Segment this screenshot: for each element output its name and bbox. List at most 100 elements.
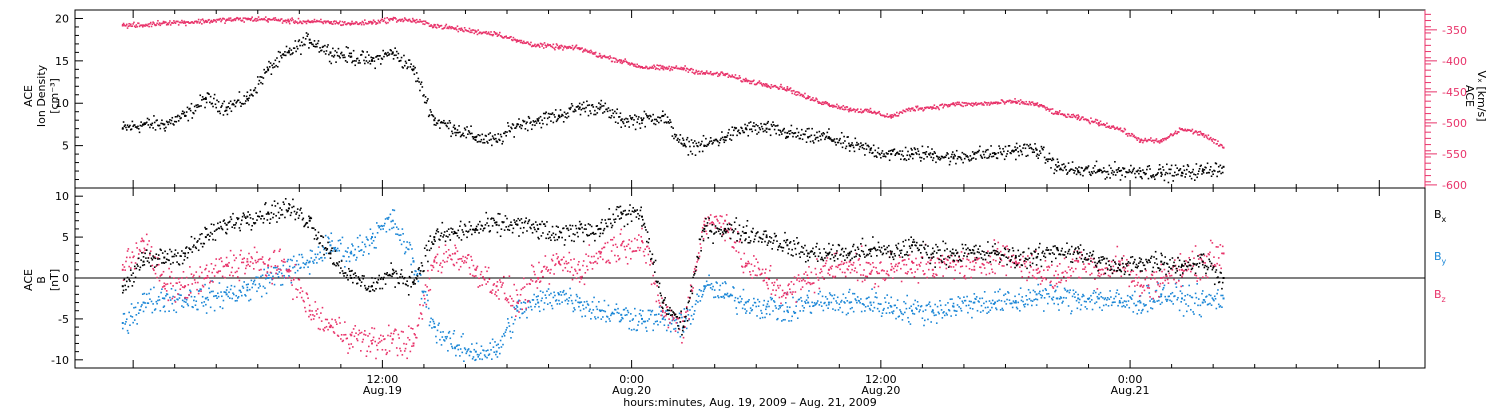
by-sample xyxy=(1031,304,1033,307)
density-sample xyxy=(601,105,603,107)
velocity-sample xyxy=(1158,140,1160,142)
bz-sample xyxy=(247,263,249,266)
density-sample xyxy=(167,123,170,126)
by-sample xyxy=(1043,297,1046,299)
density-sample xyxy=(966,155,968,157)
velocity-sample xyxy=(791,92,793,95)
velocity-sample xyxy=(208,18,210,21)
density-sample xyxy=(201,96,204,98)
density-sample xyxy=(316,42,319,45)
density-sample xyxy=(690,139,693,141)
by-point xyxy=(994,301,997,304)
bz-sample xyxy=(396,354,399,357)
density-sample xyxy=(1017,150,1020,153)
velocity-sample xyxy=(837,105,840,107)
by-sample xyxy=(228,291,230,294)
bz-sample xyxy=(479,273,482,276)
density-sample xyxy=(451,132,454,135)
density-sample xyxy=(486,140,488,143)
velocity-sample xyxy=(849,107,852,110)
velocity-sample xyxy=(687,71,690,73)
velocity-sample xyxy=(663,66,666,68)
bz-sample xyxy=(365,355,368,358)
velocity-sample xyxy=(1070,113,1073,116)
density-sample xyxy=(930,156,932,159)
velocity-sample xyxy=(123,24,126,26)
bz-sample xyxy=(410,327,412,330)
velocity-sample xyxy=(386,17,388,19)
density-sample xyxy=(1028,147,1031,149)
density-point xyxy=(599,106,602,109)
density-sample xyxy=(784,131,786,134)
density-sample xyxy=(317,40,320,42)
velocity-sample xyxy=(569,46,571,48)
velocity-sample xyxy=(177,20,179,23)
by-sample xyxy=(336,250,338,252)
velocity-sample xyxy=(823,101,825,104)
velocity-sample xyxy=(292,21,295,23)
by-sample xyxy=(586,300,588,303)
by-sample xyxy=(121,327,124,330)
density-sample xyxy=(885,152,888,154)
by-sample xyxy=(891,311,893,313)
by-sample xyxy=(462,333,464,335)
by-sample xyxy=(776,318,778,321)
by-sample xyxy=(1007,291,1009,293)
by-sample xyxy=(198,290,201,292)
density-sample xyxy=(459,131,461,134)
density-sample xyxy=(514,127,517,129)
velocity-sample xyxy=(832,104,835,107)
by-sample xyxy=(327,236,329,239)
density-sample xyxy=(1008,145,1011,147)
density-sample xyxy=(1072,169,1075,171)
by-sample xyxy=(437,324,440,326)
by-sample xyxy=(1118,293,1120,296)
by-sample xyxy=(323,248,325,251)
velocity-sample xyxy=(199,21,202,23)
by-sample xyxy=(839,306,841,309)
velocity-sample xyxy=(860,108,862,111)
by-sample xyxy=(124,323,126,325)
bz-sample xyxy=(447,248,450,251)
velocity-sample xyxy=(1202,133,1205,135)
density-sample xyxy=(530,121,532,123)
density-sample xyxy=(439,127,441,129)
velocity-sample xyxy=(1185,130,1188,132)
by-sample xyxy=(722,295,725,298)
velocity-sample xyxy=(657,67,659,70)
density-sample xyxy=(677,137,679,140)
by-sample xyxy=(240,294,243,297)
bz-sample xyxy=(128,265,130,268)
density-sample xyxy=(392,58,395,60)
density-sample xyxy=(274,59,277,62)
density-sample xyxy=(615,112,618,115)
density-sample xyxy=(386,54,388,57)
density-point xyxy=(1056,165,1059,168)
by-sample xyxy=(876,296,878,299)
density-sample xyxy=(277,50,280,53)
velocity-sample xyxy=(915,106,918,109)
velocity-sample xyxy=(932,107,935,109)
density-sample xyxy=(337,47,340,50)
bz-sample xyxy=(462,255,464,258)
by-point xyxy=(267,277,270,279)
bz-sample xyxy=(486,270,488,273)
by-sample xyxy=(574,299,577,302)
by-sample xyxy=(876,307,879,310)
by-sample xyxy=(970,300,972,303)
density-sample xyxy=(908,154,911,156)
by-sample xyxy=(1032,289,1035,292)
density-sample xyxy=(783,127,785,130)
bz-sample xyxy=(205,264,208,267)
density-sample xyxy=(1181,172,1184,175)
density-sample xyxy=(700,143,702,145)
by-sample xyxy=(405,246,408,249)
by-sample xyxy=(1062,300,1064,303)
by-sample xyxy=(660,310,662,313)
by-sample xyxy=(1124,306,1127,308)
density-sample xyxy=(1211,170,1214,173)
by-sample xyxy=(894,304,897,307)
velocity-sample xyxy=(430,24,432,26)
by-sample xyxy=(648,318,650,320)
bz-point xyxy=(1139,285,1142,288)
